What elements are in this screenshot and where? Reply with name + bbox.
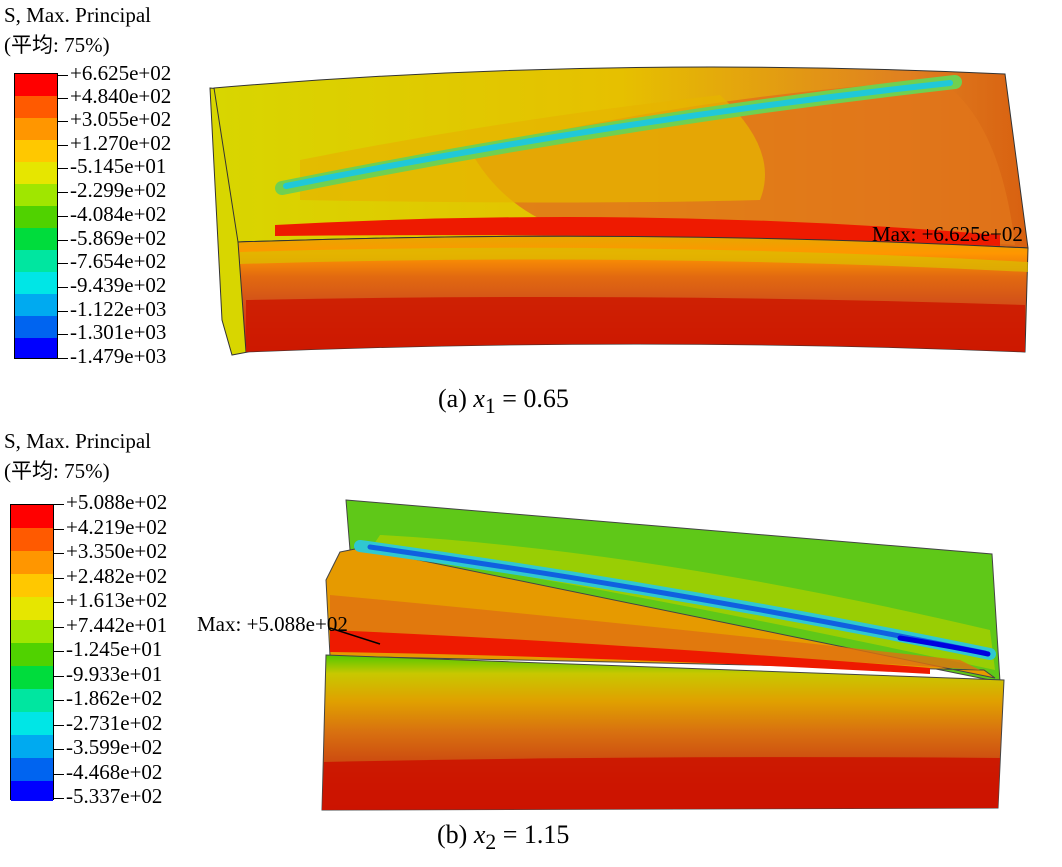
legend-swatch <box>15 228 57 250</box>
legend-value: -2.299e+02 <box>58 178 166 202</box>
contour-zone <box>322 757 1000 810</box>
legend-swatch <box>11 735 53 758</box>
legend-value: +3.055e+02 <box>58 107 171 131</box>
legend-value: +7.442e+01 <box>54 613 167 637</box>
legend-swatch <box>15 206 57 228</box>
compression-strut-tip <box>897 635 991 657</box>
legend-value: -5.145e+01 <box>58 154 166 178</box>
caption-variable: x <box>473 384 485 413</box>
legend-swatch <box>15 162 57 184</box>
legend-value: -1.301e+03 <box>58 320 166 344</box>
caption-value: = 0.65 <box>502 384 569 413</box>
legend-swatch <box>15 140 57 162</box>
legend-swatch <box>15 96 57 118</box>
max-pointer-line <box>329 627 381 645</box>
panel-a: S, Max. Principal (平均: 75%) +6.625e+02 +… <box>0 0 1062 420</box>
panel-b: S, Max. Principal (平均: 75%) +5.088e+02 +… <box>0 420 1062 867</box>
legend-swatch <box>11 551 53 574</box>
legend-swatch <box>15 294 57 316</box>
legend-swatch <box>15 338 57 358</box>
fem-contour-model-a <box>209 66 1029 356</box>
legend-swatch <box>11 758 53 781</box>
legend-swatch <box>11 620 53 643</box>
contour-zone <box>240 247 1028 272</box>
legend-value: +6.625e+02 <box>58 61 171 85</box>
max-value-label: Max: +6.625e+02 <box>872 222 1023 246</box>
legend-value: -5.337e+02 <box>54 784 162 808</box>
legend-swatch <box>11 528 53 551</box>
legend-swatch <box>11 712 53 735</box>
contour-zone <box>330 630 930 674</box>
legend-swatch <box>11 597 53 620</box>
legend-value: +1.613e+02 <box>54 588 167 612</box>
legend-swatch <box>15 272 57 294</box>
fem-contour-model-b <box>321 499 1005 811</box>
legend-value: +5.088e+02 <box>54 490 167 514</box>
color-legend-bar <box>14 73 58 359</box>
legend-swatch <box>11 574 53 597</box>
contour-zone <box>275 217 1000 246</box>
legend-swatch <box>15 118 57 140</box>
legend-swatch <box>11 689 53 712</box>
caption-value: = 1.15 <box>502 820 570 849</box>
legend-value: -7.654e+02 <box>58 249 166 273</box>
max-value-label: Max: +5.088e+02 <box>197 612 348 636</box>
legend-swatch <box>15 250 57 272</box>
contour-zone <box>246 296 1025 352</box>
legend-value: -1.245e+01 <box>54 637 162 661</box>
legend-value: -9.439e+02 <box>58 273 166 297</box>
color-legend-bar <box>10 504 54 801</box>
legend-subtitle: (平均: 75%) <box>4 33 110 57</box>
legend-value: -9.933e+01 <box>54 662 162 686</box>
legend-value: -1.122e+03 <box>58 297 166 321</box>
legend-value: -1.479e+03 <box>58 344 166 368</box>
legend-title: S, Max. Principal <box>4 3 151 27</box>
legend-value: +2.482e+02 <box>54 564 167 588</box>
legend-value: -2.731e+02 <box>54 711 162 735</box>
caption-label: (a) <box>438 384 467 413</box>
legend-value: +1.270e+02 <box>58 131 171 155</box>
contour-zone <box>330 595 980 670</box>
legend-title: S, Max. Principal <box>4 429 151 453</box>
caption-label: (b) <box>437 820 468 849</box>
legend-subtitle: (平均: 75%) <box>4 459 110 483</box>
legend-swatch <box>11 643 53 666</box>
legend-value: +3.350e+02 <box>54 539 167 563</box>
caption-subscript: 1 <box>484 394 496 419</box>
legend-swatch <box>15 184 57 206</box>
legend-value: -5.869e+02 <box>58 226 166 250</box>
legend-value: +4.219e+02 <box>54 515 167 539</box>
legend-swatch <box>15 316 57 338</box>
legend-swatch <box>11 781 53 801</box>
legend-value: -3.599e+02 <box>54 735 162 759</box>
legend-value: -1.862e+02 <box>54 686 162 710</box>
caption-subscript: 2 <box>485 830 497 855</box>
legend-swatch <box>11 666 53 689</box>
legend-swatch <box>11 505 53 528</box>
caption-b: (b) x2 = 1.15 <box>437 820 569 855</box>
legend-swatch <box>15 74 57 96</box>
legend-value: +4.840e+02 <box>58 84 171 108</box>
legend-value: -4.084e+02 <box>58 202 166 226</box>
caption-a: (a) x1 = 0.65 <box>438 384 569 419</box>
caption-variable: x <box>473 820 486 849</box>
legend-value: -4.468e+02 <box>54 760 162 784</box>
compression-strut-core <box>283 80 953 189</box>
